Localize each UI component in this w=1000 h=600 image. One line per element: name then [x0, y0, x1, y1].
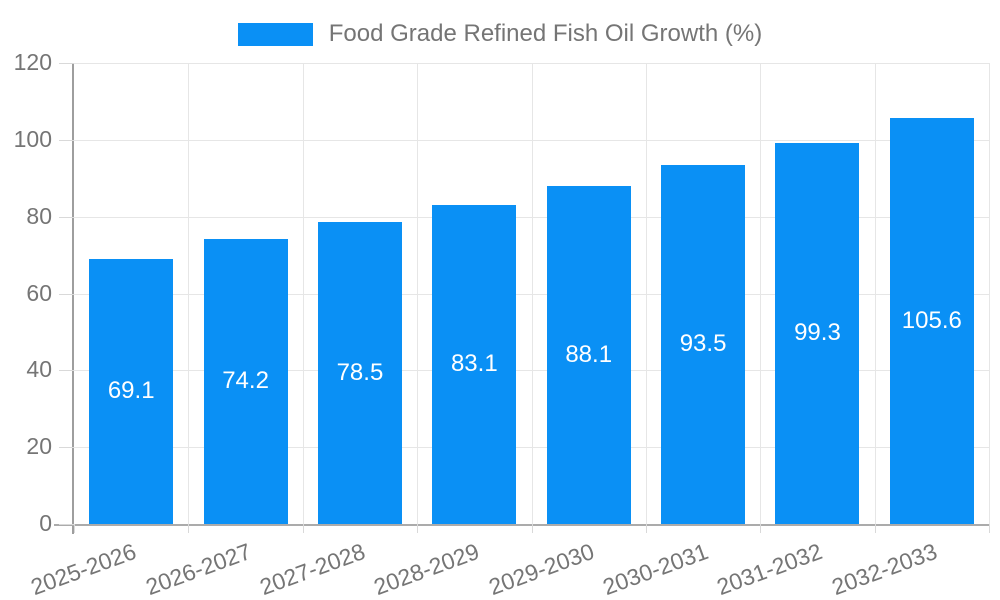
legend-swatch [237, 22, 313, 46]
x-axis-tick [188, 524, 190, 533]
bar-value-label: 78.5 [336, 359, 384, 387]
bar: 78.5 [317, 222, 402, 524]
v-gridline [531, 63, 533, 524]
y-axis-tick [59, 139, 74, 141]
y-axis-tick-label: 120 [13, 49, 52, 76]
x-axis-tick [989, 524, 990, 533]
bar-value-label: 83.1 [450, 350, 498, 378]
plot-area: 0 20 40 60 80 100 120 69.1 2025-2026 74.2 2026-202… [14, 51, 990, 600]
y-axis-tick [59, 524, 74, 525]
y-axis-tick-label: 100 [13, 125, 52, 152]
bar: 88.1 [546, 185, 631, 524]
y-axis-tick-label: 40 [26, 356, 52, 383]
x-axis-tick [645, 524, 647, 533]
y-axis-tick-label: 60 [26, 279, 52, 306]
v-gridline [645, 63, 647, 524]
bar-value-label: 88.1 [565, 340, 613, 368]
x-axis-line [54, 524, 989, 526]
bar: 69.1 [89, 258, 174, 524]
x-axis-tick [531, 524, 533, 533]
y-axis-tick [59, 370, 74, 372]
bar: 93.5 [661, 164, 746, 524]
x-axis-tick-label: 2027-2028 [256, 538, 369, 600]
x-axis-tick [74, 524, 75, 533]
y-axis-tick [59, 293, 74, 295]
x-axis-tick [417, 524, 419, 533]
x-axis-tick [302, 524, 304, 533]
bar-value-label: 99.3 [794, 319, 841, 347]
x-axis-tick-label: 2031-2032 [713, 538, 826, 600]
x-axis-tick [760, 524, 762, 533]
y-axis-tick-label: 0 [39, 510, 52, 537]
y-axis-line [72, 63, 74, 534]
y-axis-tick-label: 20 [26, 433, 52, 460]
v-gridline [989, 63, 990, 524]
x-axis-tick-label: 2028-2029 [370, 538, 483, 600]
bar-value-label: 69.1 [107, 377, 155, 405]
x-axis-tick [874, 524, 876, 533]
bar: 74.2 [203, 238, 288, 524]
bar: 83.1 [432, 204, 517, 524]
y-axis-tick [59, 216, 74, 218]
y-axis-tick-label: 80 [26, 202, 52, 229]
y-axis-tick [59, 447, 74, 449]
v-gridline [188, 63, 190, 524]
x-axis-tick-label: 2029-2030 [484, 538, 598, 600]
chart-legend[interactable]: Food Grade Refined Fish Oil Growth (%) [0, 20, 1000, 48]
x-axis-tick-label: 2032-2033 [828, 538, 941, 600]
bar: 99.3 [775, 142, 860, 524]
x-axis-tick-label: 2030-2031 [599, 538, 712, 600]
v-gridline [417, 63, 419, 524]
bar-value-label: 74.2 [222, 367, 269, 395]
x-axis-tick-label: 2026-2027 [141, 538, 255, 600]
legend-label: Food Grade Refined Fish Oil Growth (%) [328, 20, 763, 47]
v-gridline [760, 63, 762, 524]
bar-value-label: 93.5 [679, 330, 727, 358]
x-axis-tick-label: 2025-2026 [27, 538, 140, 600]
bar-value-label: 105.6 [901, 307, 962, 335]
bar: 105.6 [889, 118, 974, 524]
y-axis-tick [59, 63, 74, 64]
v-gridline [874, 63, 876, 524]
v-gridline [302, 63, 304, 524]
